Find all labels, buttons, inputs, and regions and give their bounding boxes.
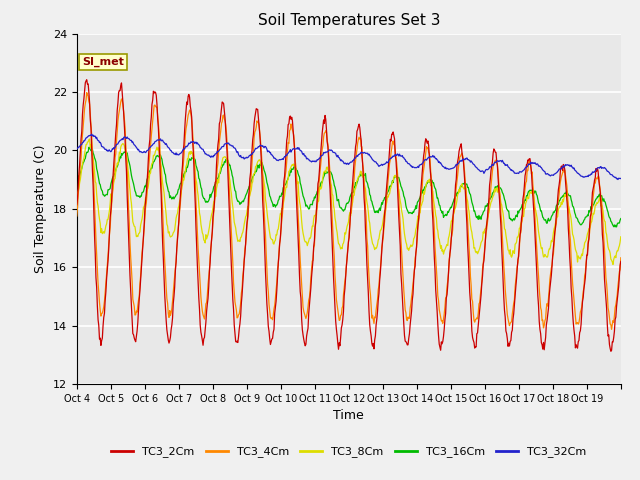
Legend: TC3_2Cm, TC3_4Cm, TC3_8Cm, TC3_16Cm, TC3_32Cm: TC3_2Cm, TC3_4Cm, TC3_8Cm, TC3_16Cm, TC3… xyxy=(107,442,591,462)
Y-axis label: Soil Temperature (C): Soil Temperature (C) xyxy=(35,144,47,273)
Text: SI_met: SI_met xyxy=(82,57,124,67)
X-axis label: Time: Time xyxy=(333,409,364,422)
Title: Soil Temperatures Set 3: Soil Temperatures Set 3 xyxy=(257,13,440,28)
